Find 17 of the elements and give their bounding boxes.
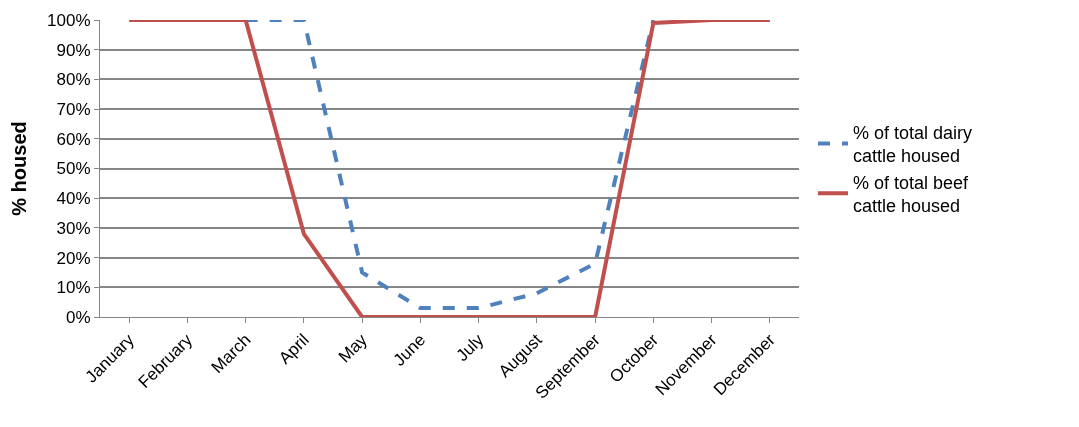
- y-tick-label: 40%: [56, 189, 91, 209]
- legend-label: % of total dairy cattle housed: [852, 122, 973, 167]
- y-tick-label: 80%: [56, 70, 91, 90]
- y-axis-title: % housed: [7, 121, 30, 216]
- y-tick-label: 50%: [56, 159, 91, 179]
- y-tick-label: 60%: [56, 129, 91, 149]
- x-tick-label: July: [452, 329, 488, 366]
- line-series: [127, 20, 772, 317]
- y-tick-label: 100%: [47, 10, 91, 30]
- y-tick-label: 90%: [56, 40, 91, 60]
- y-tick-label: 70%: [56, 100, 91, 120]
- y-tick-label: 0%: [66, 307, 91, 327]
- y-tick-label: 10%: [56, 278, 91, 298]
- y-tick-label: 20%: [56, 248, 91, 268]
- legend-label: % of total beef cattle housed: [852, 172, 970, 216]
- x-tick-label: May: [334, 329, 372, 367]
- y-tick-label: 30%: [56, 218, 91, 238]
